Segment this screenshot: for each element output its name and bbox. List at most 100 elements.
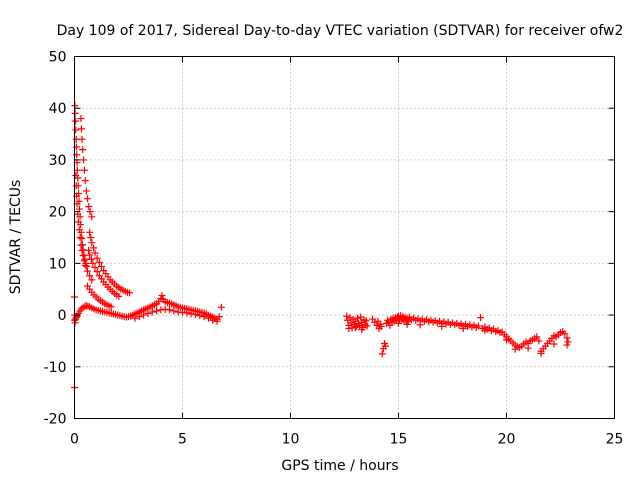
data-point (89, 259, 97, 267)
data-point (353, 314, 361, 322)
data-point (170, 307, 178, 315)
data-point (71, 109, 79, 117)
x-tick-label: 20 (498, 432, 516, 448)
data-point (98, 262, 105, 270)
data-point (148, 308, 156, 316)
data-point (183, 309, 191, 317)
data-point (85, 202, 93, 210)
data-point (561, 330, 569, 338)
axis-ticks: -20 -10 0 10 20 30 40 50 0 5 10 15 20 25 (44, 50, 624, 448)
data-point (85, 246, 93, 254)
data-point (82, 187, 90, 195)
data-point (88, 213, 96, 221)
y-tick-label: 40 (49, 101, 67, 117)
data-point (79, 303, 87, 311)
data-point (115, 292, 123, 300)
data-point (72, 315, 80, 323)
data-point (83, 267, 91, 275)
data-point (93, 268, 101, 276)
data-point (77, 241, 85, 249)
y-tick-label: 50 (49, 50, 67, 66)
data-point (79, 252, 87, 260)
data-point (72, 143, 80, 151)
data-point (72, 182, 80, 190)
data-point (363, 322, 371, 330)
data-point (78, 246, 86, 254)
data-point (91, 263, 99, 271)
data-series-ofw2 (71, 102, 572, 391)
data-point (481, 327, 489, 335)
data-point (345, 325, 353, 333)
data-point (88, 276, 96, 284)
data-point (347, 319, 355, 327)
y-tick-label: 0 (58, 308, 67, 324)
data-point (404, 317, 412, 325)
data-point (91, 249, 99, 257)
x-tick-label: 5 (178, 432, 187, 448)
grid (74, 56, 615, 419)
data-point (76, 234, 84, 241)
data-point (86, 272, 94, 280)
data-point (140, 311, 148, 319)
y-tick-label: 30 (49, 153, 67, 169)
data-point (131, 314, 139, 322)
plot-frame (74, 56, 615, 419)
data-point (477, 314, 485, 322)
y-tick-label: -20 (44, 412, 67, 428)
y-tick-label: 10 (49, 256, 67, 272)
data-point (535, 337, 543, 345)
data-point (153, 307, 161, 315)
data-point (107, 303, 115, 311)
x-tick-label: 25 (606, 432, 624, 448)
data-point (77, 115, 85, 123)
data-point (87, 234, 95, 241)
data-point (135, 313, 143, 321)
data-point (474, 322, 482, 330)
y-tick-label: 20 (49, 205, 67, 221)
data-point (382, 342, 390, 350)
data-point (358, 326, 366, 334)
x-tick-label: 10 (282, 432, 300, 448)
data-point (74, 218, 82, 226)
data-point (93, 254, 101, 262)
data-point (86, 208, 94, 216)
data-point (88, 239, 96, 247)
data-point (524, 344, 532, 352)
data-point (80, 156, 88, 164)
data-point (191, 311, 199, 319)
y-tick-label: -10 (44, 360, 67, 376)
data-point (81, 177, 89, 185)
data-point (563, 341, 571, 349)
data-point (72, 126, 80, 134)
data-point (158, 291, 166, 299)
data-point (80, 257, 88, 265)
data-point (72, 171, 80, 179)
data-point (83, 262, 91, 270)
data-point (533, 333, 541, 341)
data-point (416, 321, 424, 329)
data-point (564, 338, 572, 346)
data-point (166, 306, 174, 314)
x-tick-label: 15 (390, 432, 408, 448)
data-point (83, 195, 91, 203)
data-point (537, 349, 545, 357)
data-point (209, 316, 217, 324)
data-point (87, 255, 95, 263)
data-point (90, 244, 98, 252)
data-point (459, 325, 467, 333)
data-point (81, 261, 89, 269)
data-point (362, 317, 370, 325)
data-point (79, 146, 87, 154)
y-axis-label: SDTVAR / TECUs (8, 180, 24, 295)
data-point (77, 125, 85, 133)
data-point (395, 319, 402, 327)
data-point (343, 312, 351, 320)
data-point (144, 310, 152, 318)
data-point (75, 226, 83, 234)
data-point (78, 135, 86, 143)
data-point (563, 334, 571, 342)
data-point (78, 235, 86, 243)
data-point (72, 117, 80, 125)
chart-title: Day 109 of 2017, Sidereal Day-to-day VTE… (57, 23, 624, 39)
